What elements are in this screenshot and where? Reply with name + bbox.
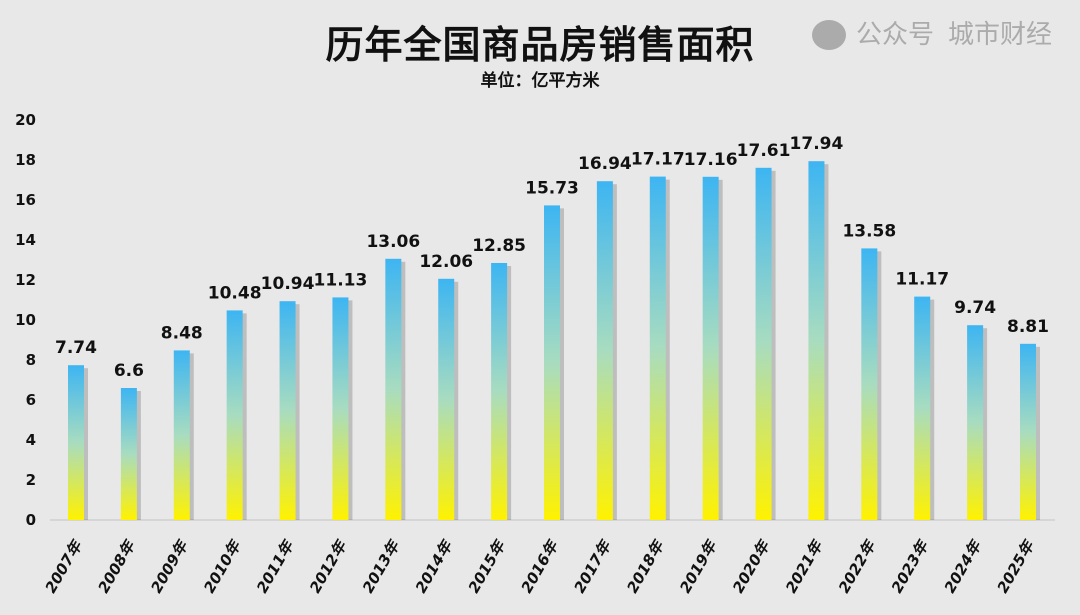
bar-2018年	[649, 176, 666, 520]
data-label: 17.17	[631, 150, 685, 170]
data-label: 10.48	[208, 283, 262, 303]
x-tick-label: 2019年	[676, 536, 721, 596]
x-tick-label: 2023年	[888, 536, 933, 596]
bar-2012年	[332, 297, 349, 520]
x-tick-label: 2011年	[253, 536, 298, 596]
x-tick-label: 2018年	[623, 536, 668, 596]
y-tick-label: 12	[15, 271, 36, 289]
data-label: 13.58	[842, 221, 896, 241]
wechat-icon	[812, 20, 846, 50]
data-label: 9.74	[954, 298, 996, 318]
bar-2021年	[808, 161, 825, 520]
y-tick-label: 8	[26, 351, 36, 369]
x-tick-label: 2025年	[994, 536, 1039, 596]
bar-2024年	[967, 325, 984, 520]
data-label: 11.17	[895, 270, 949, 290]
y-tick-label: 6	[26, 391, 36, 409]
data-label: 17.94	[790, 134, 844, 154]
y-tick-label: 2	[26, 471, 36, 489]
bar-2014年	[438, 278, 455, 520]
x-tick-label: 2012年	[306, 536, 351, 596]
data-label: 8.81	[1007, 317, 1049, 337]
data-label: 13.06	[366, 232, 420, 252]
data-label: 17.16	[684, 150, 738, 170]
x-tick-label: 2024年	[941, 536, 986, 596]
watermark-right: 城市财经	[948, 20, 1053, 50]
x-tick-label: 2009年	[147, 536, 192, 596]
data-label: 12.06	[419, 252, 473, 272]
bar-2019年	[702, 176, 719, 521]
y-tick-label: 20	[15, 111, 36, 129]
bar-2009年	[173, 350, 190, 520]
x-tick-label: 2010年	[200, 536, 245, 596]
y-tick-label: 0	[26, 511, 36, 529]
x-tick-label: 2016年	[518, 536, 563, 596]
x-tick-label: 2008年	[94, 536, 139, 596]
x-tick-label: 2015年	[465, 536, 510, 596]
bar-2025年	[1020, 343, 1036, 520]
bar-2013年	[385, 258, 402, 520]
y-tick-label: 14	[15, 231, 36, 249]
x-tick-label: 2013年	[359, 536, 404, 596]
bar-2023年	[914, 296, 931, 520]
x-tick-label: 2022年	[835, 536, 880, 596]
chart-subtitle: 单位：亿平方米	[480, 71, 600, 91]
chart-title: 历年全国商品房销售面积	[325, 23, 755, 67]
bar-2022年	[861, 248, 878, 520]
data-label: 12.85	[472, 236, 526, 256]
x-tick-label: 2007年	[42, 536, 87, 596]
y-tick-label: 16	[15, 191, 36, 209]
x-tick-label: 2021年	[782, 536, 827, 596]
y-tick-label: 18	[15, 151, 36, 169]
bar-2015年	[491, 263, 508, 520]
data-label: 15.73	[525, 178, 579, 198]
bar-2017年	[596, 181, 613, 520]
data-label: 16.94	[578, 154, 632, 174]
bar-2008年	[120, 388, 137, 520]
x-tick-label: 2014年	[412, 536, 457, 596]
data-label: 8.48	[161, 323, 203, 343]
data-label: 10.94	[261, 274, 315, 294]
bar-2011年	[279, 301, 296, 520]
y-tick-label: 10	[15, 311, 36, 329]
bar-2020年	[755, 167, 772, 521]
y-tick-label: 4	[26, 431, 36, 449]
data-label: 6.6	[114, 361, 144, 381]
bar-2016年	[544, 205, 560, 520]
watermark-left: 公众号	[856, 20, 935, 50]
data-label: 11.13	[314, 270, 368, 290]
data-label: 7.74	[55, 338, 97, 358]
data-label: 17.61	[737, 141, 791, 161]
x-tick-label: 2020年	[729, 536, 774, 596]
bar-2007年	[68, 365, 84, 520]
x-tick-label: 2017年	[570, 536, 615, 596]
bar-2010年	[226, 310, 243, 520]
